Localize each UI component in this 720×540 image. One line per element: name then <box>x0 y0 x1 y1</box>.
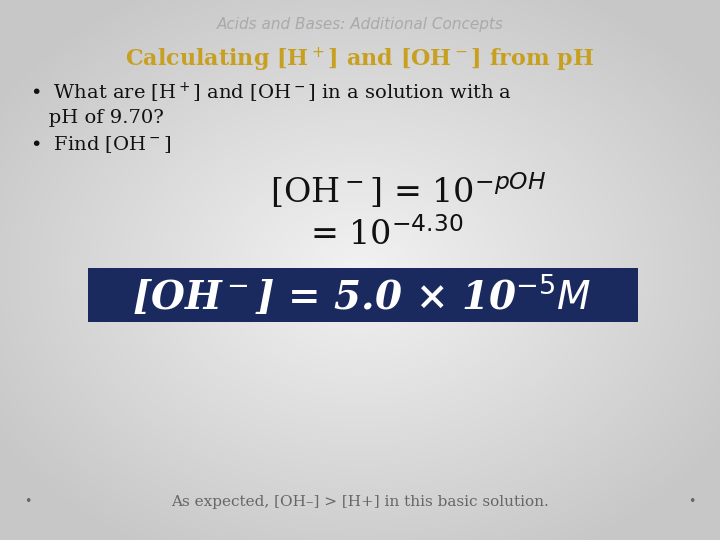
Bar <box>88 268 638 322</box>
Text: pH of 9.70?: pH of 9.70? <box>30 109 164 127</box>
Text: •  What are [H$^+$] and [OH$^-$] in a solution with a: • What are [H$^+$] and [OH$^-$] in a sol… <box>30 81 512 105</box>
Text: •: • <box>24 496 32 509</box>
Text: [OH$^-$] = 5.0 × 10$^{-5}$$M$: [OH$^-$] = 5.0 × 10$^{-5}$$M$ <box>132 273 592 317</box>
Text: Calculating [H$^+$] and [OH$^-$] from pH: Calculating [H$^+$] and [OH$^-$] from pH <box>125 46 595 74</box>
Text: As expected, [OH–] > [H+] in this basic solution.: As expected, [OH–] > [H+] in this basic … <box>171 495 549 509</box>
Text: •  Find [OH$^-$]: • Find [OH$^-$] <box>30 134 171 156</box>
Text: •: • <box>688 496 696 509</box>
Text: [OH$^-$] = 10$^{-pOH}$: [OH$^-$] = 10$^{-pOH}$ <box>270 170 546 210</box>
Text: Acids and Bases: Additional Concepts: Acids and Bases: Additional Concepts <box>217 17 503 32</box>
Text: = 10$^{-4.30}$: = 10$^{-4.30}$ <box>310 218 464 252</box>
